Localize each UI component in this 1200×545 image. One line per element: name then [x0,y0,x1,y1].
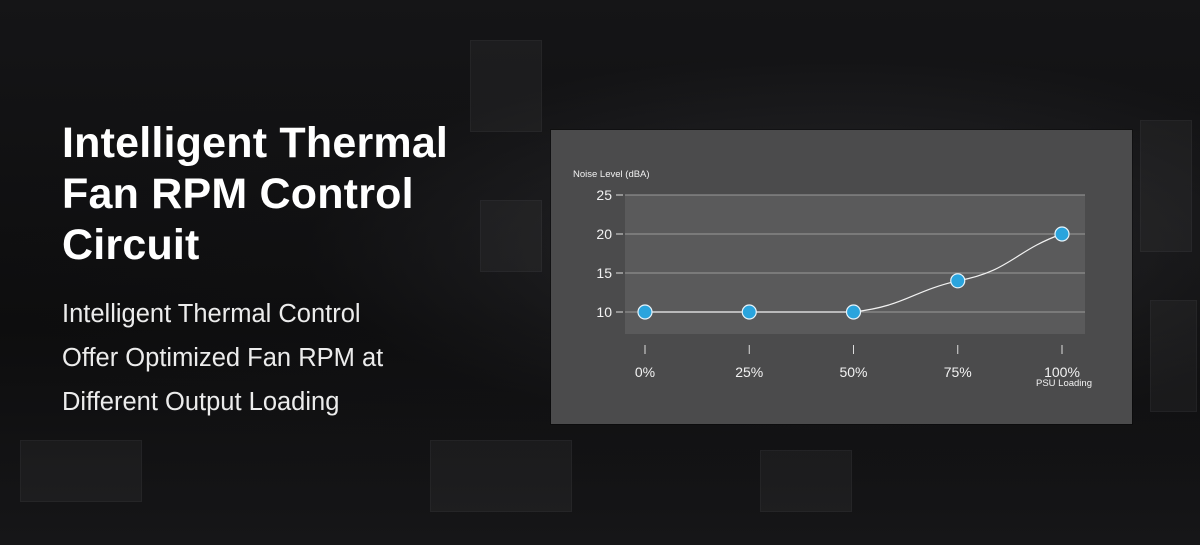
headline-line: Fan RPM Control [62,170,414,218]
background-block [1150,300,1197,412]
x-tick-label: 50% [839,364,867,380]
background-block [430,440,572,512]
y-axis-title: Noise Level (dBA) [573,169,650,180]
x-tick-label: 75% [944,364,972,380]
data-point [637,304,653,320]
background-block [470,40,542,132]
y-tick-label: 20 [596,226,612,242]
x-tick-label: 25% [735,364,763,380]
description-line: Intelligent Thermal Control [62,300,361,328]
background-block [760,450,852,512]
headline-line: Intelligent Thermal [62,119,449,167]
data-point [950,273,966,289]
background-block [480,200,542,272]
x-tick-label: 100% [1044,364,1080,380]
x-axis-title: PSU Loading [1036,378,1092,389]
y-tick-label: 10 [596,304,612,320]
y-tick-label: 25 [596,187,612,203]
data-point [1054,226,1070,242]
background-block [20,440,142,502]
description-line: Offer Optimized Fan RPM at [62,344,384,372]
noise-chart-panel: Noise Level (dBA) PSU Loading 10 15 20 25 0%… [551,130,1132,424]
description: Intelligent Thermal Control Offer Optimi… [62,292,532,424]
noise-chart: Noise Level (dBA) PSU Loading 10 15 20 25 0%… [573,169,1092,389]
x-tick-label: 0% [635,364,655,380]
description-line: Different Output Loading [62,388,340,416]
data-point [741,304,757,320]
headline: Intelligent Thermal Fan RPM Control Circ… [62,118,532,271]
headline-line: Circuit [62,221,200,269]
y-tick-label: 15 [596,265,612,281]
data-point [845,304,862,320]
background-block [1140,120,1192,252]
